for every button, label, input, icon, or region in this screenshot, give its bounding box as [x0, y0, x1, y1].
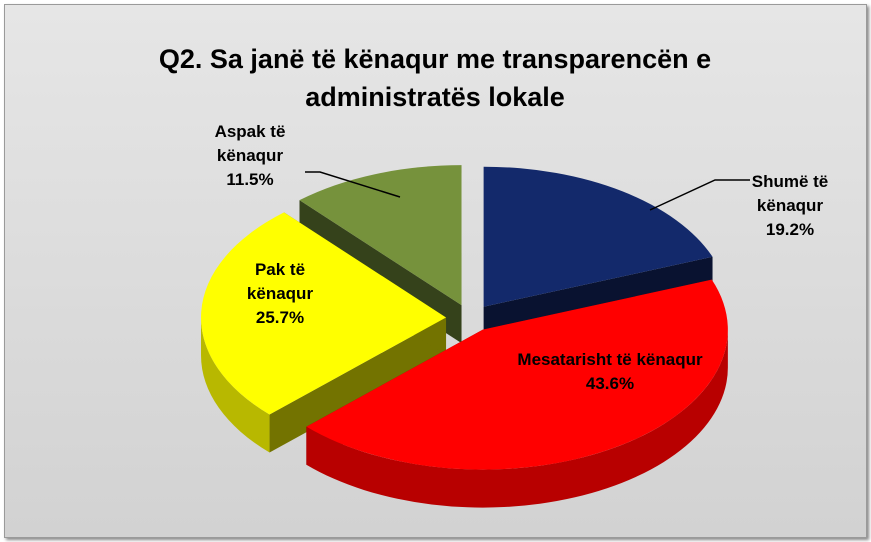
- leader-line: [649, 179, 750, 211]
- label-value: 19.2%: [765, 220, 815, 239]
- label-category: Pak të kënaqur: [246, 260, 314, 303]
- data-label: Mesatarisht të kënaqur 43.6%: [515, 348, 705, 396]
- data-label: Shumë të kënaqur 19.2%: [735, 170, 845, 242]
- slice-side: [269, 317, 447, 453]
- data-label: Pak të kënaqur 25.7%: [230, 258, 330, 330]
- label-value: 25.7%: [255, 308, 305, 327]
- label-category: Shumë të kënaqur: [751, 172, 829, 215]
- slice: [483, 166, 713, 307]
- label-category: Aspak të kënaqur: [214, 122, 286, 165]
- slice: [306, 279, 728, 470]
- label-value: 43.6%: [585, 374, 635, 393]
- slice-side: [306, 329, 728, 508]
- label-value: 11.5%: [226, 170, 274, 189]
- data-label: Aspak të kënaqur 11.5%: [200, 120, 300, 192]
- slice: [201, 212, 447, 415]
- chart-title: Q2. Sa janë të kënaqur me transparencën …: [158, 44, 712, 112]
- slice: [299, 165, 462, 306]
- slice-side: [201, 317, 270, 453]
- label-category: Mesatarisht të kënaqur: [517, 350, 703, 369]
- leader-line: [305, 171, 401, 198]
